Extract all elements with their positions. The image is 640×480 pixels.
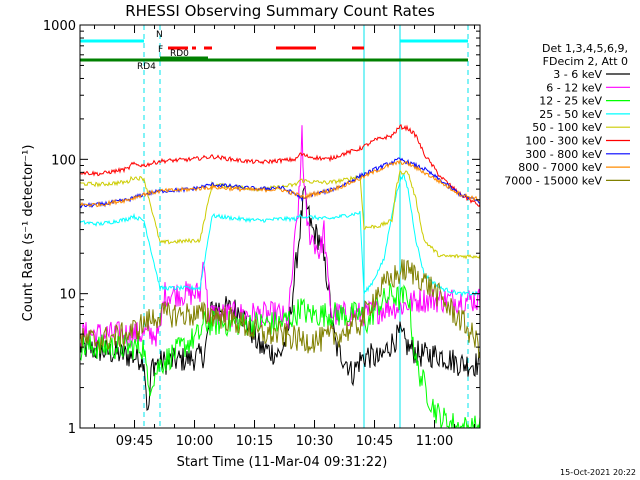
legend-label: 12 - 25 keV [539,95,602,108]
series-line [79,259,481,359]
x-tick-label: 10:00 [176,434,213,449]
series-line [79,125,481,348]
x-tick-label: 10:30 [296,434,333,449]
status-label: RD0 [170,49,189,59]
series-line [79,173,481,298]
legend-header: FDecim 2, Att 0 [543,55,628,68]
status-label: F [158,45,163,55]
legend-label: 25 - 50 keV [539,108,602,121]
y-tick-label: 1000 [43,19,76,34]
status-label: N [156,30,163,40]
legend-label: 50 - 100 keV [532,121,602,134]
plot-frame [79,24,481,429]
x-axis-label: Start Time (11-Mar-04 09:31:22) [177,455,388,470]
chart-title: RHESSI Observing Summary Count Rates [125,2,435,20]
x-tick-label: 10:45 [356,434,393,449]
y-tick-label: 100 [51,153,76,168]
legend-label: 800 - 7000 keV [518,161,602,174]
status-label: RD4 [137,62,156,72]
legend-label: 3 - 6 keV [553,68,602,81]
y-tick-label: 10 [59,288,76,303]
legend-label: 300 - 800 keV [525,148,602,161]
series-line [79,124,481,207]
y-axis-label: Count Rate (s⁻¹ detector⁻¹) [21,145,36,322]
timestamp: 15-Oct-2021 20:22 [560,468,636,477]
legend: Det 1,3,4,5,6,9,FDecim 2, Att 03 - 6 keV… [504,42,630,187]
axes: 1 10 100 1000 09:45 10:00 10:15 10:30 10:45 11:00 [43,19,481,449]
series-line [79,185,481,411]
plot-area: NF RD0 RD4 [79,25,481,430]
legend-label: 100 - 300 keV [525,135,602,148]
series-line [79,159,481,208]
x-tick-label: 09:45 [116,434,153,449]
y-tick-label: 1 [68,422,76,437]
x-tick-label: 10:15 [236,434,273,449]
legend-header: Det 1,3,4,5,6,9, [542,42,628,55]
legend-label: 6 - 12 keV [546,81,602,94]
x-tick-label: 11:00 [416,434,453,449]
legend-label: 7000 - 15000 keV [504,174,602,187]
